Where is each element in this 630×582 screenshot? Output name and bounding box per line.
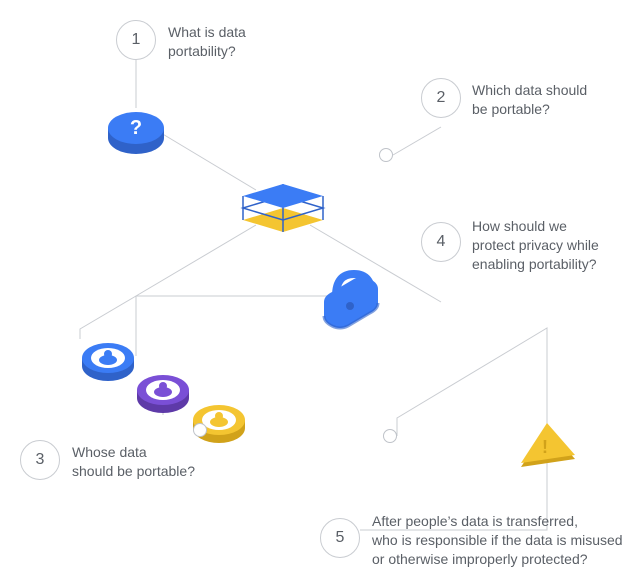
svg-text:?: ? [130,117,142,139]
connector-dot [379,148,393,162]
avatar-icon [137,375,189,413]
diagram-canvas: ?! 1 What is dataportability? 2 Which data s… [0,0,630,582]
connector [136,225,256,356]
step-badge-1: 1 [116,20,156,60]
step-badge-5: 5 [320,518,360,558]
avatar-icon [82,343,134,381]
connector [156,130,256,190]
step-label-3: Whose datashould be portable? [72,443,222,481]
connector-dot [193,423,207,437]
step-label-1: What is dataportability? [168,23,288,61]
step-label-5: After people’s data is transferred,who i… [372,512,630,569]
connector-dot [383,429,397,443]
step-badge-4: 4 [421,222,461,262]
step-label-2: Which data shouldbe portable? [472,81,612,119]
svg-text:!: ! [542,437,548,457]
step-label-4: How should weprotect privacy whileenabli… [472,217,622,274]
question-icon: ? [108,112,164,154]
step-badge-3: 3 [20,440,60,480]
stack-icon [243,184,323,232]
connector [136,296,348,304]
lock-icon [324,274,378,328]
connector [393,127,441,155]
warning-icon: ! [521,423,575,467]
connector [397,328,547,436]
step-badge-2: 2 [421,78,461,118]
connector [80,296,136,339]
